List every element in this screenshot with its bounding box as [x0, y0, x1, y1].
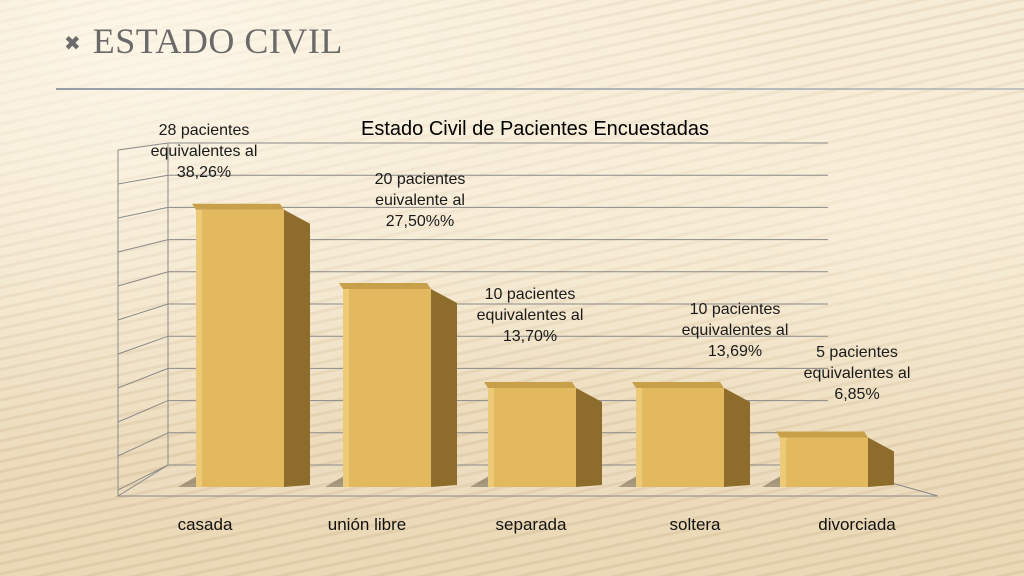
data-label-line: 38,26% — [176, 164, 232, 181]
bar — [178, 203, 310, 488]
category-label: separada — [495, 515, 567, 534]
data-label-line: 5 pacientes — [816, 344, 898, 361]
gridline-side — [117, 367, 169, 389]
gridline-side — [117, 271, 169, 287]
bar — [762, 431, 894, 487]
data-label-line: euivalente al — [375, 192, 465, 209]
data-label-line: 28 pacientes — [158, 122, 250, 139]
bar-top — [632, 382, 724, 388]
chart-bars — [178, 203, 894, 488]
bar-side — [868, 437, 894, 487]
gridline-side — [117, 335, 169, 355]
data-label-line: 13,69% — [707, 343, 763, 360]
bar-highlight — [343, 289, 349, 487]
bar-highlight — [196, 209, 202, 488]
bar — [325, 283, 457, 487]
category-label: unión libre — [327, 515, 407, 534]
gridline-side — [117, 464, 169, 491]
gridline-side — [117, 239, 169, 253]
data-label-line: equivalentes al — [476, 307, 584, 324]
bar — [470, 382, 602, 487]
slide-title-row: ✖ Estado Civil — [64, 18, 343, 64]
data-label: 28 pacientes equivalentes al 38,26% — [129, 120, 279, 183]
bar-top — [776, 431, 868, 438]
gridline-side — [117, 142, 169, 151]
bar-front — [196, 209, 284, 488]
data-label-line: 10 pacientes — [689, 301, 781, 318]
bar-top — [192, 203, 284, 210]
bar-highlight — [488, 388, 494, 487]
data-label-line: 13,70% — [502, 328, 558, 345]
data-label: 10 pacientes equivalentes al 13,70% — [455, 284, 605, 347]
bar-highlight — [636, 388, 642, 487]
bar-side — [576, 388, 602, 487]
bar-side — [284, 209, 310, 488]
category-label: divorciada — [818, 515, 896, 534]
bar-side — [724, 388, 750, 487]
title-divider — [56, 88, 1024, 90]
bar-front — [780, 437, 868, 487]
slide-title: Estado Civil — [92, 21, 343, 61]
bar-side — [431, 289, 457, 487]
data-label-line: equivalentes al — [681, 322, 789, 339]
data-label: 20 pacientes euivalente al 27,50%% — [345, 169, 495, 232]
x-bullet-icon: ✖ — [64, 31, 81, 55]
category-label: casada — [177, 515, 233, 534]
bar-top — [484, 382, 576, 388]
chart-title: Estado Civil de Pacientes Encuestadas — [361, 118, 709, 140]
bar-top — [339, 283, 431, 289]
data-label-line: 27,50%% — [385, 213, 455, 230]
data-label-line: 20 pacientes — [374, 171, 466, 188]
data-label: 5 pacientes equivalentes al 6,85% — [782, 342, 932, 405]
gridline-side — [117, 432, 169, 457]
gridline-side — [117, 400, 169, 423]
bar-front — [636, 388, 724, 487]
bar — [618, 382, 750, 487]
data-label-line: equivalentes al — [150, 143, 258, 160]
gridline-side — [117, 174, 169, 185]
gridline-side — [117, 206, 169, 219]
bar-front — [488, 388, 576, 487]
gridline-side — [117, 303, 169, 321]
data-label-line: equivalentes al — [803, 365, 911, 382]
bar-highlight — [780, 437, 786, 487]
bar-front — [343, 289, 431, 487]
data-label-line: 10 pacientes — [484, 286, 576, 303]
category-label: soltera — [669, 515, 721, 534]
data-label-line: 6,85% — [834, 386, 880, 403]
data-label: 10 pacientes equivalentes al 13,69% — [660, 299, 810, 362]
